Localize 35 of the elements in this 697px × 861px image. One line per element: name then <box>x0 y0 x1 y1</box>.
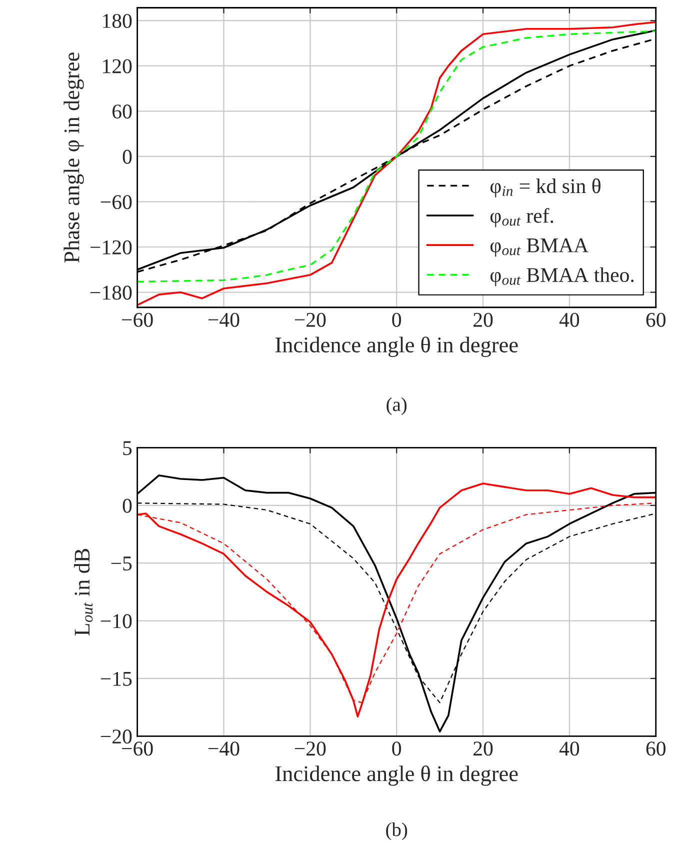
y-tick-label: −20 <box>100 730 132 744</box>
x-tick-label: 40 <box>559 312 580 327</box>
x-tick-label: 60 <box>646 312 666 327</box>
y-axis-title: L$_{out}$ in dB <box>74 548 93 636</box>
y-tick-label: 120 <box>103 59 132 74</box>
text: (b) <box>386 822 408 840</box>
x-tick-label: 0 <box>392 312 402 327</box>
x-tick-label: 60 <box>646 742 666 756</box>
x-tick-label: 0 <box>392 742 402 756</box>
y-axis-title: Phase angle φ in degree <box>64 52 84 263</box>
x-tick-label: 40 <box>559 742 580 756</box>
y-tick-label: −120 <box>90 240 132 254</box>
y-tick-label: −180 <box>90 286 132 300</box>
legend-label: φ$_{out}$ BMAA <box>490 238 588 257</box>
x-tick-label: 20 <box>474 742 493 756</box>
x-tick-label: −40 <box>208 742 240 756</box>
x-axis-title: Incidence angle θ in degree <box>275 765 518 786</box>
x-tick-label: 20 <box>474 312 493 327</box>
legend-label: φ$_{out}$ ref. <box>490 208 554 228</box>
y-tick-label: 5 <box>123 441 132 456</box>
text: (a) <box>386 397 407 416</box>
y-tick-label: 0 <box>122 498 132 513</box>
y-tick-label: 0 <box>122 150 132 164</box>
y-tick-label: −10 <box>100 614 132 628</box>
x-tick-label: −20 <box>294 742 326 756</box>
x-axis-title: Incidence angle θ in degree <box>275 336 518 358</box>
legend-label: φ$_{out}$ BMAA theo. <box>490 267 634 286</box>
y-tick-label: −5 <box>111 556 132 571</box>
y-tick-label: −15 <box>100 672 132 686</box>
x-tick-label: −20 <box>294 312 326 327</box>
legend-label: φ$_{in}$ = kd sin θ <box>490 178 600 198</box>
y-tick-label: 60 <box>112 104 132 119</box>
x-tick-label: −40 <box>208 312 240 327</box>
y-tick-label: 180 <box>103 14 132 28</box>
y-tick-label: −60 <box>100 195 132 210</box>
